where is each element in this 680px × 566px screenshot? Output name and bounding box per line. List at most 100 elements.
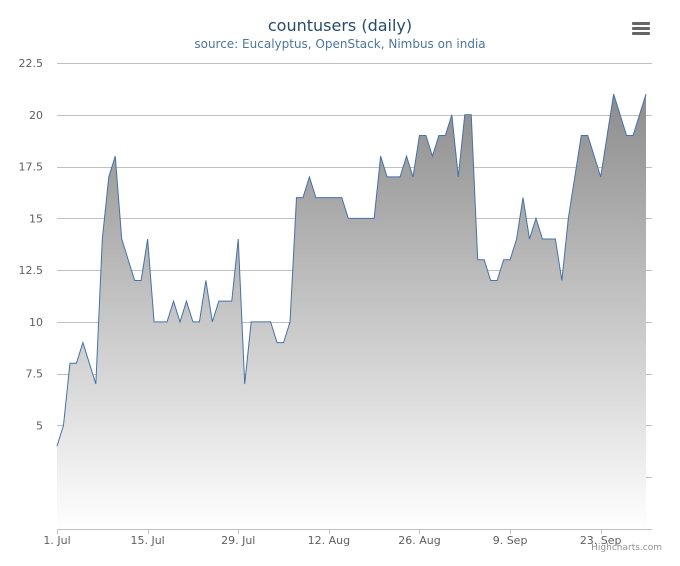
data-point xyxy=(379,154,383,158)
series-area-fill xyxy=(57,94,646,529)
data-point xyxy=(294,196,298,200)
data-point xyxy=(644,92,648,96)
data-point xyxy=(527,237,531,241)
data-point xyxy=(204,278,208,282)
data-point xyxy=(333,196,337,200)
data-point xyxy=(553,237,557,241)
data-point xyxy=(307,175,311,179)
y-axis-tick-label: 7.5 xyxy=(26,368,44,381)
data-point xyxy=(618,113,622,117)
data-point xyxy=(489,278,493,282)
data-point xyxy=(443,133,447,137)
data-point xyxy=(165,320,169,324)
data-point xyxy=(398,175,402,179)
data-point xyxy=(256,320,260,324)
data-point xyxy=(411,175,415,179)
data-point xyxy=(197,320,201,324)
data-point xyxy=(223,299,227,303)
y-axis-tick-label: 5 xyxy=(36,419,43,432)
x-axis-tick-label: 1. Jul xyxy=(43,534,70,547)
data-point xyxy=(424,133,428,137)
data-point xyxy=(159,320,163,324)
data-point xyxy=(625,133,629,137)
credits-link[interactable]: Highcharts.com xyxy=(591,543,662,553)
data-point xyxy=(631,133,635,137)
data-point xyxy=(68,361,72,365)
data-point xyxy=(100,237,104,241)
data-point xyxy=(508,258,512,262)
data-point xyxy=(139,278,143,282)
data-point xyxy=(521,196,525,200)
data-point xyxy=(450,113,454,117)
y-axis-tick-label: 20 xyxy=(29,109,43,122)
data-point xyxy=(243,382,247,386)
y-axis-labels: 5 7.5 10 12.5 15 17.5 20 22.5 xyxy=(19,57,44,432)
data-point xyxy=(392,175,396,179)
series-area xyxy=(56,92,648,529)
data-point xyxy=(126,258,130,262)
data-point xyxy=(586,133,590,137)
data-point xyxy=(113,154,117,158)
data-point xyxy=(417,133,421,137)
data-point xyxy=(385,175,389,179)
data-point xyxy=(178,320,182,324)
data-point xyxy=(534,216,538,220)
data-point xyxy=(120,237,124,241)
data-point xyxy=(540,237,544,241)
data-point xyxy=(61,423,65,427)
y-axis-tick-label: 22.5 xyxy=(19,57,44,70)
y-axis-tick-label: 10 xyxy=(29,316,43,329)
data-point xyxy=(94,382,98,386)
data-point xyxy=(476,258,480,262)
export-menu-button[interactable] xyxy=(628,18,654,40)
data-point xyxy=(566,216,570,220)
x-axis-tick-label: 26. Aug xyxy=(398,534,440,547)
data-point xyxy=(314,196,318,200)
x-axis-tick-label: 9. Sep xyxy=(493,534,528,547)
data-point xyxy=(301,196,305,200)
data-point xyxy=(191,320,195,324)
series-line xyxy=(56,93,647,447)
data-point xyxy=(152,320,156,324)
data-point xyxy=(146,237,150,241)
chart-title: countusers (daily) xyxy=(267,16,413,35)
data-point xyxy=(463,113,467,117)
data-point xyxy=(482,258,486,262)
data-point xyxy=(327,196,331,200)
data-point xyxy=(353,216,357,220)
data-point xyxy=(592,154,596,158)
data-point xyxy=(133,278,137,282)
data-point xyxy=(269,320,273,324)
data-point xyxy=(495,278,499,282)
x-axis-tick-label: 12. Aug xyxy=(308,534,350,547)
data-point xyxy=(359,216,363,220)
data-point xyxy=(605,133,609,137)
data-point xyxy=(638,113,642,117)
data-point xyxy=(282,341,286,345)
data-point xyxy=(320,196,324,200)
data-point xyxy=(87,361,91,365)
x-axis xyxy=(57,529,652,534)
data-point xyxy=(288,320,292,324)
data-point xyxy=(217,299,221,303)
y-axis-tick-label: 15 xyxy=(29,212,43,225)
data-point xyxy=(172,299,176,303)
data-point xyxy=(81,341,85,345)
data-point xyxy=(372,216,376,220)
data-point xyxy=(469,113,473,117)
data-point xyxy=(249,320,253,324)
data-point xyxy=(74,361,78,365)
data-point xyxy=(547,237,551,241)
data-point xyxy=(430,154,434,158)
x-axis-tick-label: 15. Jul xyxy=(130,534,164,547)
x-axis-labels: 1. Jul 15. Jul 29. Jul 12. Aug 26. Aug 9. Sep… xyxy=(43,534,621,547)
data-point xyxy=(579,133,583,137)
data-point xyxy=(230,299,234,303)
data-point xyxy=(340,196,344,200)
data-point xyxy=(262,320,266,324)
data-point xyxy=(275,341,279,345)
data-point xyxy=(456,175,460,179)
x-axis-tick-label: 23. Sep xyxy=(580,534,622,547)
data-point xyxy=(236,237,240,241)
